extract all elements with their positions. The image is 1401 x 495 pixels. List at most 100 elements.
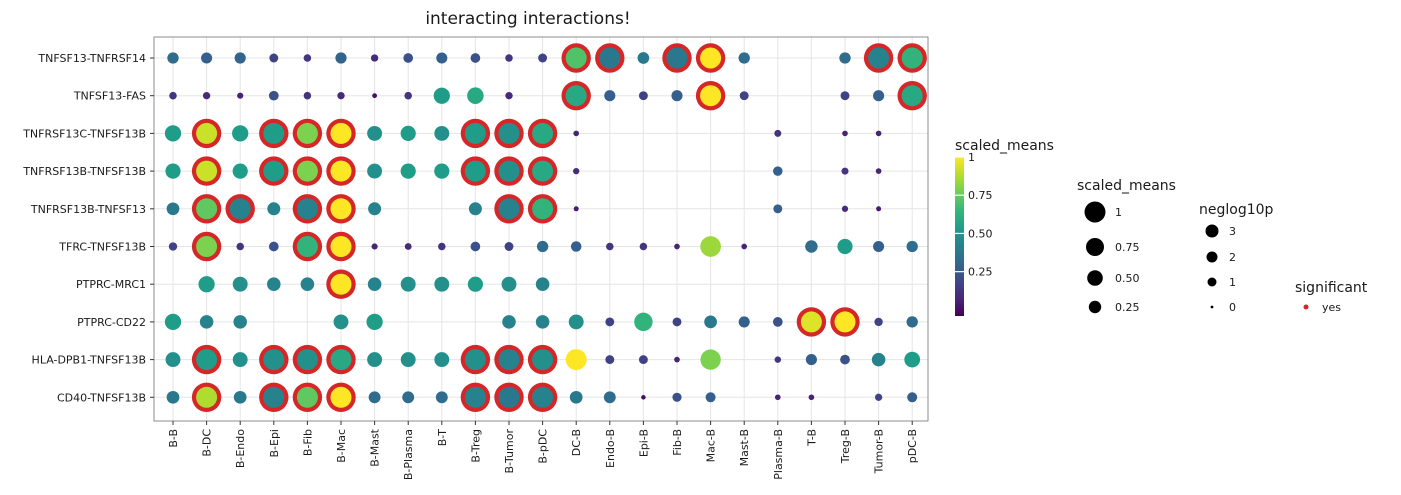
data-point [700,349,721,370]
data-point [841,205,849,212]
data-point [263,160,285,182]
size-legend-dot [1086,238,1104,256]
data-point [303,54,312,62]
data-point [168,242,178,251]
data-point [570,241,582,252]
data-point [268,90,279,101]
chart-title: interacting interactions! [425,9,630,29]
data-point [498,386,520,408]
data-point [573,167,580,175]
x-tick-label: B-T [436,429,449,447]
data-point [907,392,918,403]
size-legend-label: 0.75 [1115,241,1140,254]
data-point [568,314,584,330]
data-point [296,386,318,408]
colorbar-tick-label: 1 [968,151,975,164]
data-point [165,352,181,368]
data-point [674,356,680,363]
data-point [700,85,722,107]
colorbar-tick-label: 0.25 [968,266,993,279]
data-point [166,202,180,216]
data-point [536,240,549,253]
data-point [269,53,279,63]
data-point [464,122,486,144]
data-point [671,90,683,102]
data-point [774,356,782,363]
data-point [167,52,179,64]
data-point [738,52,750,64]
significance-legend-items: yes [1303,301,1341,314]
data-point [434,352,450,368]
data-point [267,277,281,291]
data-point [404,91,412,100]
data-point [505,54,513,62]
data-point [868,47,890,69]
data-point [875,130,882,137]
data-point [637,52,650,64]
data-point [232,276,248,292]
data-point [368,202,382,216]
data-point [565,85,587,107]
significance-legend: significant yes [1295,280,1368,314]
data-point [467,87,484,104]
data-point [330,160,352,182]
y-tick-label: HLA-DPB1-TNFSF13B [32,354,146,367]
size-legend-label: 0.25 [1115,301,1140,314]
data-point [237,92,244,99]
data-point [166,390,180,404]
data-point [501,276,517,292]
y-tick-label: TNFSF13-FAS [73,90,146,103]
data-point [199,315,214,329]
data-point [267,202,281,216]
data-point [873,90,885,102]
data-point [738,316,750,328]
x-tick-label: DC-B [570,429,583,456]
data-point [599,47,621,69]
data-point [573,206,579,212]
data-point [772,317,783,327]
data-point [704,315,717,329]
y-tick-label: TFRC-TNFSF13B [58,241,146,254]
plot-panel-border [153,36,929,422]
data-point [330,386,352,408]
data-point [901,47,923,69]
x-tick-label: B-pDC [537,429,550,464]
x-tick-label: Endo-B [604,429,617,468]
data-point [196,349,218,371]
data-point [229,198,251,220]
data-point [434,276,450,292]
data-point [840,91,850,101]
data-point [296,236,318,257]
colorbar-bar [955,157,964,316]
size-legend-items: 1 0.75 0.50 0.25 [1084,201,1140,314]
x-tick-label: Tumor-B [873,429,886,474]
data-point [700,47,722,69]
x-tick-label: B-Fib [301,429,314,456]
data-point [638,355,648,365]
x-tick-label: B-Plasma [402,429,415,480]
data-point [404,243,412,250]
size-legend-dot [1087,270,1103,286]
data-point [202,92,211,100]
data-point [498,160,520,182]
x-tick-label: Epi-B [637,429,650,457]
data-point [565,349,587,371]
pvalue-legend-items: 3 2 1 0 [1205,224,1236,314]
x-tick-label: Fib-B [671,429,684,456]
x-tick-label: B-Epi [268,429,281,458]
data-point [367,277,382,291]
data-point [498,349,520,371]
data-point [196,122,218,144]
data-point [805,240,818,253]
size-legend: scaled_means 1 0.75 0.50 0.25 [1077,178,1176,314]
data-point [330,236,352,257]
data-point [498,198,520,220]
data-point [400,125,416,141]
data-point [330,122,352,144]
data-point [532,122,554,144]
data-point [263,349,285,371]
data-point [538,53,548,63]
data-point [741,243,748,250]
data-point [196,236,218,257]
